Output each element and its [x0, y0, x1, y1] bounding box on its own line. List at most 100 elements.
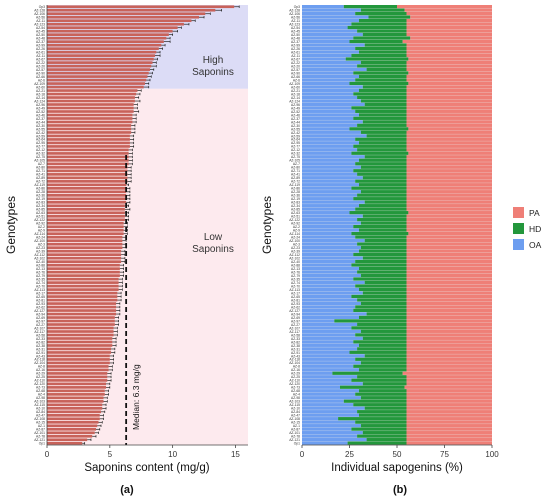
segment-oa — [302, 417, 339, 421]
genotype-tick-label: AZ-85 — [291, 208, 300, 212]
segment-oa — [302, 403, 354, 407]
segment-pa — [406, 32, 492, 37]
genotype-tick-label: AZ-7 — [293, 162, 300, 166]
genotype-tick-label: AZ-114 — [34, 232, 45, 236]
saponins-bar — [47, 169, 128, 173]
panel-a-genotype-labels: Op3AZ-128AZ-106AZ-56AZ-11AZ-123AZ-54AZ-4… — [34, 5, 45, 446]
segment-hd — [355, 392, 407, 396]
saponins-bar — [47, 197, 127, 201]
saponins-bar — [47, 270, 120, 274]
segment-hd — [368, 15, 411, 19]
saponins-bar — [47, 326, 114, 330]
segment-pa — [406, 256, 492, 260]
segment-oa — [302, 333, 356, 337]
x-tick-label: 100 — [485, 450, 499, 459]
segment-pa — [406, 214, 492, 218]
saponins-bar — [47, 368, 109, 372]
genotype-tick-label: AZ-48 — [291, 36, 300, 40]
x-tick-label: 75 — [440, 450, 449, 459]
genotype-tick-label: AZ-97 — [36, 319, 45, 323]
legend-label-hd: HD — [529, 224, 541, 234]
saponins-bar — [47, 400, 104, 403]
genotype-tick-label: AZ-81 — [36, 298, 45, 302]
genotype-tick-label: AZ-35 — [291, 277, 300, 281]
saponins-bar — [47, 337, 113, 340]
segment-oa — [302, 438, 367, 442]
segment-pa — [406, 106, 492, 110]
segment-pa — [406, 378, 492, 382]
saponins-bar — [47, 110, 134, 113]
genotype-tick-label: AZ-124 — [289, 99, 300, 103]
genotype-tick-label: AZ-75 — [36, 155, 45, 159]
segment-hd — [360, 190, 407, 194]
segment-hd — [355, 46, 407, 51]
genotype-tick-label: AZ-120 — [289, 382, 300, 386]
segment-pa — [406, 25, 492, 30]
genotype-tick-label: AZ-89 — [291, 176, 300, 180]
segment-oa — [302, 50, 359, 54]
segment-hd — [347, 25, 407, 30]
segment-hd — [360, 99, 407, 103]
genotype-tick-label: AZ-78 — [291, 435, 300, 439]
segment-oa — [302, 424, 361, 428]
segment-oa — [302, 211, 350, 215]
genotype-tick-label: AZ-76 — [291, 270, 300, 274]
segment-hd — [353, 340, 407, 344]
segment-oa — [302, 214, 363, 218]
genotype-tick-label: AZ-20 — [291, 64, 300, 68]
genotype-tick-label: AZ-80 — [291, 166, 300, 170]
segment-oa — [302, 15, 369, 19]
genotype-tick-label: AZ-61 — [36, 50, 45, 54]
segment-pa — [410, 36, 492, 40]
genotype-tick-label: AZ-30 — [291, 124, 300, 128]
segment-oa — [302, 350, 350, 354]
genotype-tick-label: AZ-128 — [289, 9, 300, 13]
genotype-tick-label: AZ-91 — [291, 351, 300, 355]
genotype-tick-label: AZ-37 — [291, 40, 300, 44]
saponins-bar — [47, 361, 110, 365]
segment-oa — [302, 148, 358, 152]
segment-pa — [406, 322, 492, 326]
segment-pa — [406, 315, 492, 320]
segment-oa — [302, 46, 356, 51]
genotype-tick-label: AZ-75 — [291, 155, 300, 159]
segment-oa — [302, 53, 352, 58]
segment-hd — [351, 294, 407, 299]
panel-a-x-ticks: 0 5 10 15 — [45, 445, 240, 459]
saponins-bar — [47, 124, 132, 127]
genotype-tick-label: AZ-64 — [291, 138, 300, 142]
segment-oa — [302, 249, 359, 253]
segment-pa — [406, 364, 492, 368]
segment-oa — [302, 347, 358, 351]
genotype-tick-label: AZ-7 — [38, 162, 45, 166]
genotype-tick-label: AZ-74 — [36, 281, 45, 285]
genotype-tick-label: AZ-83 — [36, 201, 45, 205]
segment-pa — [406, 88, 492, 93]
segment-oa — [302, 231, 352, 236]
panel-b-x-axis-title: Individual sapogenins (%) — [331, 462, 463, 474]
panel-b-genotype-labels: Op3AZ-128AZ-106AZ-56AZ-11AZ-123AZ-54AZ-4… — [289, 5, 300, 446]
segment-pa — [406, 298, 492, 302]
segment-hd — [362, 214, 407, 218]
segment-pa — [397, 5, 492, 9]
segment-hd — [355, 179, 407, 183]
genotype-tick-label: AZ-55 — [36, 127, 45, 131]
genotype-tick-label: AZ-57 — [291, 68, 300, 72]
genotype-tick-label: AZ-31 — [36, 347, 45, 351]
saponins-bar — [47, 256, 122, 260]
x-tick-label: 0 — [45, 450, 50, 459]
segment-oa — [302, 8, 361, 12]
saponins-bar — [47, 134, 130, 138]
genotype-tick-label: AZ-16 — [291, 368, 300, 372]
segment-hd — [357, 410, 407, 414]
segment-hd — [366, 67, 407, 72]
segment-oa — [302, 280, 365, 285]
saponins-bar — [47, 225, 124, 229]
segment-oa — [302, 71, 354, 75]
segment-hd — [351, 22, 407, 26]
genotype-tick-label: AZ-67 — [36, 57, 45, 61]
segment-oa — [302, 287, 359, 292]
segment-hd — [364, 280, 407, 285]
segment-pa — [408, 231, 492, 236]
segment-hd — [360, 245, 407, 250]
